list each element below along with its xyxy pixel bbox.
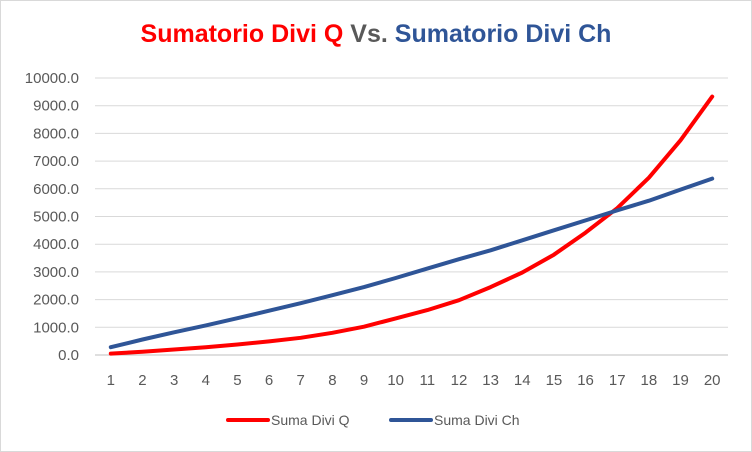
series-line-2 bbox=[108, 176, 715, 350]
y-tick-label: 4000.0 bbox=[33, 236, 79, 253]
y-tick-label: 5000.0 bbox=[33, 209, 79, 226]
x-tick-label: 4 bbox=[202, 372, 210, 389]
chart-title-part3: Sumatorio Divi Ch bbox=[394, 20, 612, 48]
y-tick-label: 2000.0 bbox=[33, 292, 79, 309]
y-tick-label: 7000.0 bbox=[33, 153, 79, 170]
x-tick-label: 2 bbox=[138, 372, 146, 389]
x-tick-label: 3 bbox=[170, 372, 178, 389]
x-tick-label: 17 bbox=[609, 372, 626, 389]
y-tick-label: 10000.0 bbox=[25, 70, 79, 87]
series-line-1 bbox=[108, 94, 715, 356]
y-tick-label: 8000.0 bbox=[33, 125, 79, 142]
x-tick-label: 9 bbox=[360, 372, 368, 389]
y-tick-label: 3000.0 bbox=[33, 264, 79, 281]
legend-label-2: Suma Divi Ch bbox=[434, 412, 520, 428]
x-tick-label: 14 bbox=[514, 372, 531, 389]
y-tick-label: 0.0 bbox=[58, 347, 79, 364]
x-tick-label: 16 bbox=[577, 372, 594, 389]
legend-label-1: Suma Divi Q bbox=[271, 412, 350, 428]
x-tick-label: 7 bbox=[297, 372, 305, 389]
x-tick-label: 5 bbox=[233, 372, 241, 389]
x-tick-label: 11 bbox=[420, 372, 436, 389]
x-tick-label: 20 bbox=[704, 372, 721, 389]
x-tick-label: 1 bbox=[107, 372, 115, 389]
x-tick-label: 10 bbox=[387, 372, 404, 389]
x-tick-label: 6 bbox=[265, 372, 273, 389]
x-tick-label: 13 bbox=[482, 372, 499, 389]
y-tick-label: 9000.0 bbox=[33, 98, 79, 115]
y-tick-label: 1000.0 bbox=[33, 319, 79, 336]
y-tick-label: 6000.0 bbox=[33, 181, 79, 198]
chart-title-part2: Vs. bbox=[343, 20, 395, 48]
chart-title-part1: Sumatorio Divi Q bbox=[140, 20, 344, 48]
x-tick-label: 18 bbox=[641, 372, 658, 389]
chart-title: Sumatorio Divi Q Vs. Sumatorio Divi Ch bbox=[0, 20, 752, 49]
x-tick-label: 8 bbox=[328, 372, 336, 389]
x-tick-label: 19 bbox=[672, 372, 689, 389]
x-tick-label: 15 bbox=[546, 372, 563, 389]
x-tick-label: 12 bbox=[451, 372, 468, 389]
